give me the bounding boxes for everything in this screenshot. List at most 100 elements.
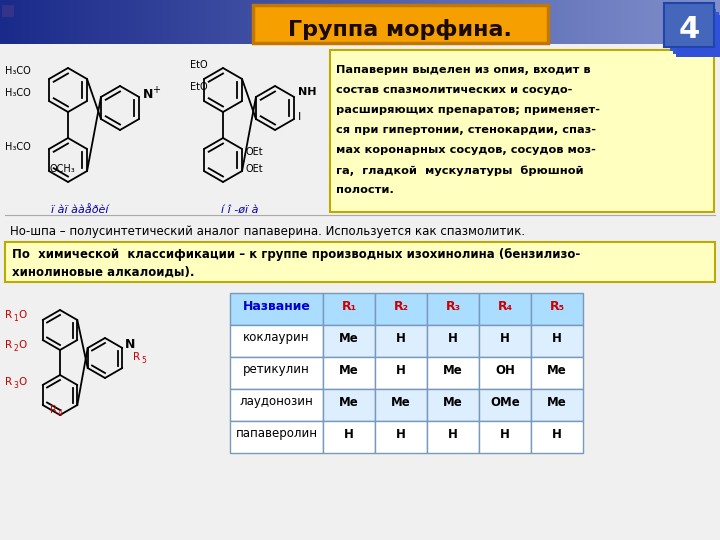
Bar (330, 136, 714, 137)
Bar (284, 0, 285, 44)
Bar (485, 0, 486, 44)
Bar (442, 0, 443, 44)
Bar (711, 0, 712, 44)
Bar (77, 0, 78, 44)
Bar (330, 179, 714, 180)
Bar (641, 0, 642, 44)
Bar (535, 0, 536, 44)
Bar (316, 0, 317, 44)
Bar (330, 141, 714, 142)
Text: I: I (298, 112, 301, 122)
Bar (145, 0, 146, 44)
Bar (196, 0, 197, 44)
Bar (322, 0, 323, 44)
Bar (271, 0, 272, 44)
Bar (330, 189, 714, 190)
Bar (61, 0, 62, 44)
Bar (428, 0, 429, 44)
Bar (533, 0, 534, 44)
Bar (600, 0, 601, 44)
Bar (472, 0, 473, 44)
Bar (444, 0, 445, 44)
Bar (519, 0, 520, 44)
Bar (180, 0, 181, 44)
Bar (463, 0, 464, 44)
Bar (95, 0, 96, 44)
Bar (572, 0, 573, 44)
Bar (91, 0, 92, 44)
Bar (16, 0, 17, 44)
Text: H₃CO: H₃CO (5, 88, 31, 98)
Bar (79, 0, 80, 44)
Bar (661, 0, 662, 44)
Bar (275, 0, 276, 44)
Bar (330, 192, 714, 193)
Bar (614, 0, 615, 44)
Bar (602, 0, 603, 44)
Bar (649, 0, 650, 44)
Bar (426, 0, 427, 44)
Bar (256, 0, 257, 44)
Bar (439, 0, 440, 44)
Bar (642, 0, 643, 44)
Bar (619, 0, 620, 44)
Bar (330, 171, 714, 172)
Bar (330, 102, 714, 103)
Bar (455, 0, 456, 44)
Bar (34, 0, 35, 44)
Bar (230, 325, 323, 357)
Bar (496, 0, 497, 44)
Bar (7, 0, 8, 44)
Bar (409, 0, 410, 44)
Bar (578, 0, 579, 44)
Bar (479, 389, 531, 421)
Bar (714, 0, 715, 44)
Text: ретикулин: ретикулин (243, 363, 310, 376)
Bar (131, 0, 132, 44)
Text: Me: Me (339, 363, 359, 376)
Bar (330, 174, 714, 175)
Bar (71, 0, 72, 44)
Bar (655, 0, 656, 44)
Text: состав спазмолитических и сосудо-: состав спазмолитических и сосудо- (336, 85, 572, 95)
Bar (193, 0, 194, 44)
Text: га,  гладкой  мускулатуры  брюшной: га, гладкой мускулатуры брюшной (336, 165, 584, 176)
Bar (182, 0, 183, 44)
Bar (577, 0, 578, 44)
Text: H: H (396, 332, 406, 345)
Bar (330, 139, 714, 140)
Bar (647, 0, 648, 44)
Bar (361, 0, 362, 44)
Text: Me: Me (339, 332, 359, 345)
Bar (300, 0, 301, 44)
Bar (235, 0, 236, 44)
Bar (330, 172, 714, 173)
Bar (353, 0, 354, 44)
Bar (427, 421, 479, 453)
Bar (258, 0, 259, 44)
Bar (683, 0, 684, 44)
Bar (116, 0, 117, 44)
Bar (698, 0, 699, 44)
Bar (41, 0, 42, 44)
Bar (508, 0, 509, 44)
Bar (103, 0, 104, 44)
Bar (54, 0, 55, 44)
Bar (375, 357, 427, 389)
Bar (330, 194, 714, 195)
Bar (539, 0, 540, 44)
Bar (702, 0, 703, 44)
Bar (445, 0, 446, 44)
Bar (330, 70, 714, 71)
Bar (520, 0, 521, 44)
Bar (611, 0, 612, 44)
Bar (559, 0, 560, 44)
Bar (32, 0, 33, 44)
Bar (214, 0, 215, 44)
Bar (587, 0, 588, 44)
Bar (673, 0, 674, 44)
Bar (319, 0, 320, 44)
Bar (330, 88, 714, 89)
Bar (540, 0, 541, 44)
Bar (542, 0, 543, 44)
